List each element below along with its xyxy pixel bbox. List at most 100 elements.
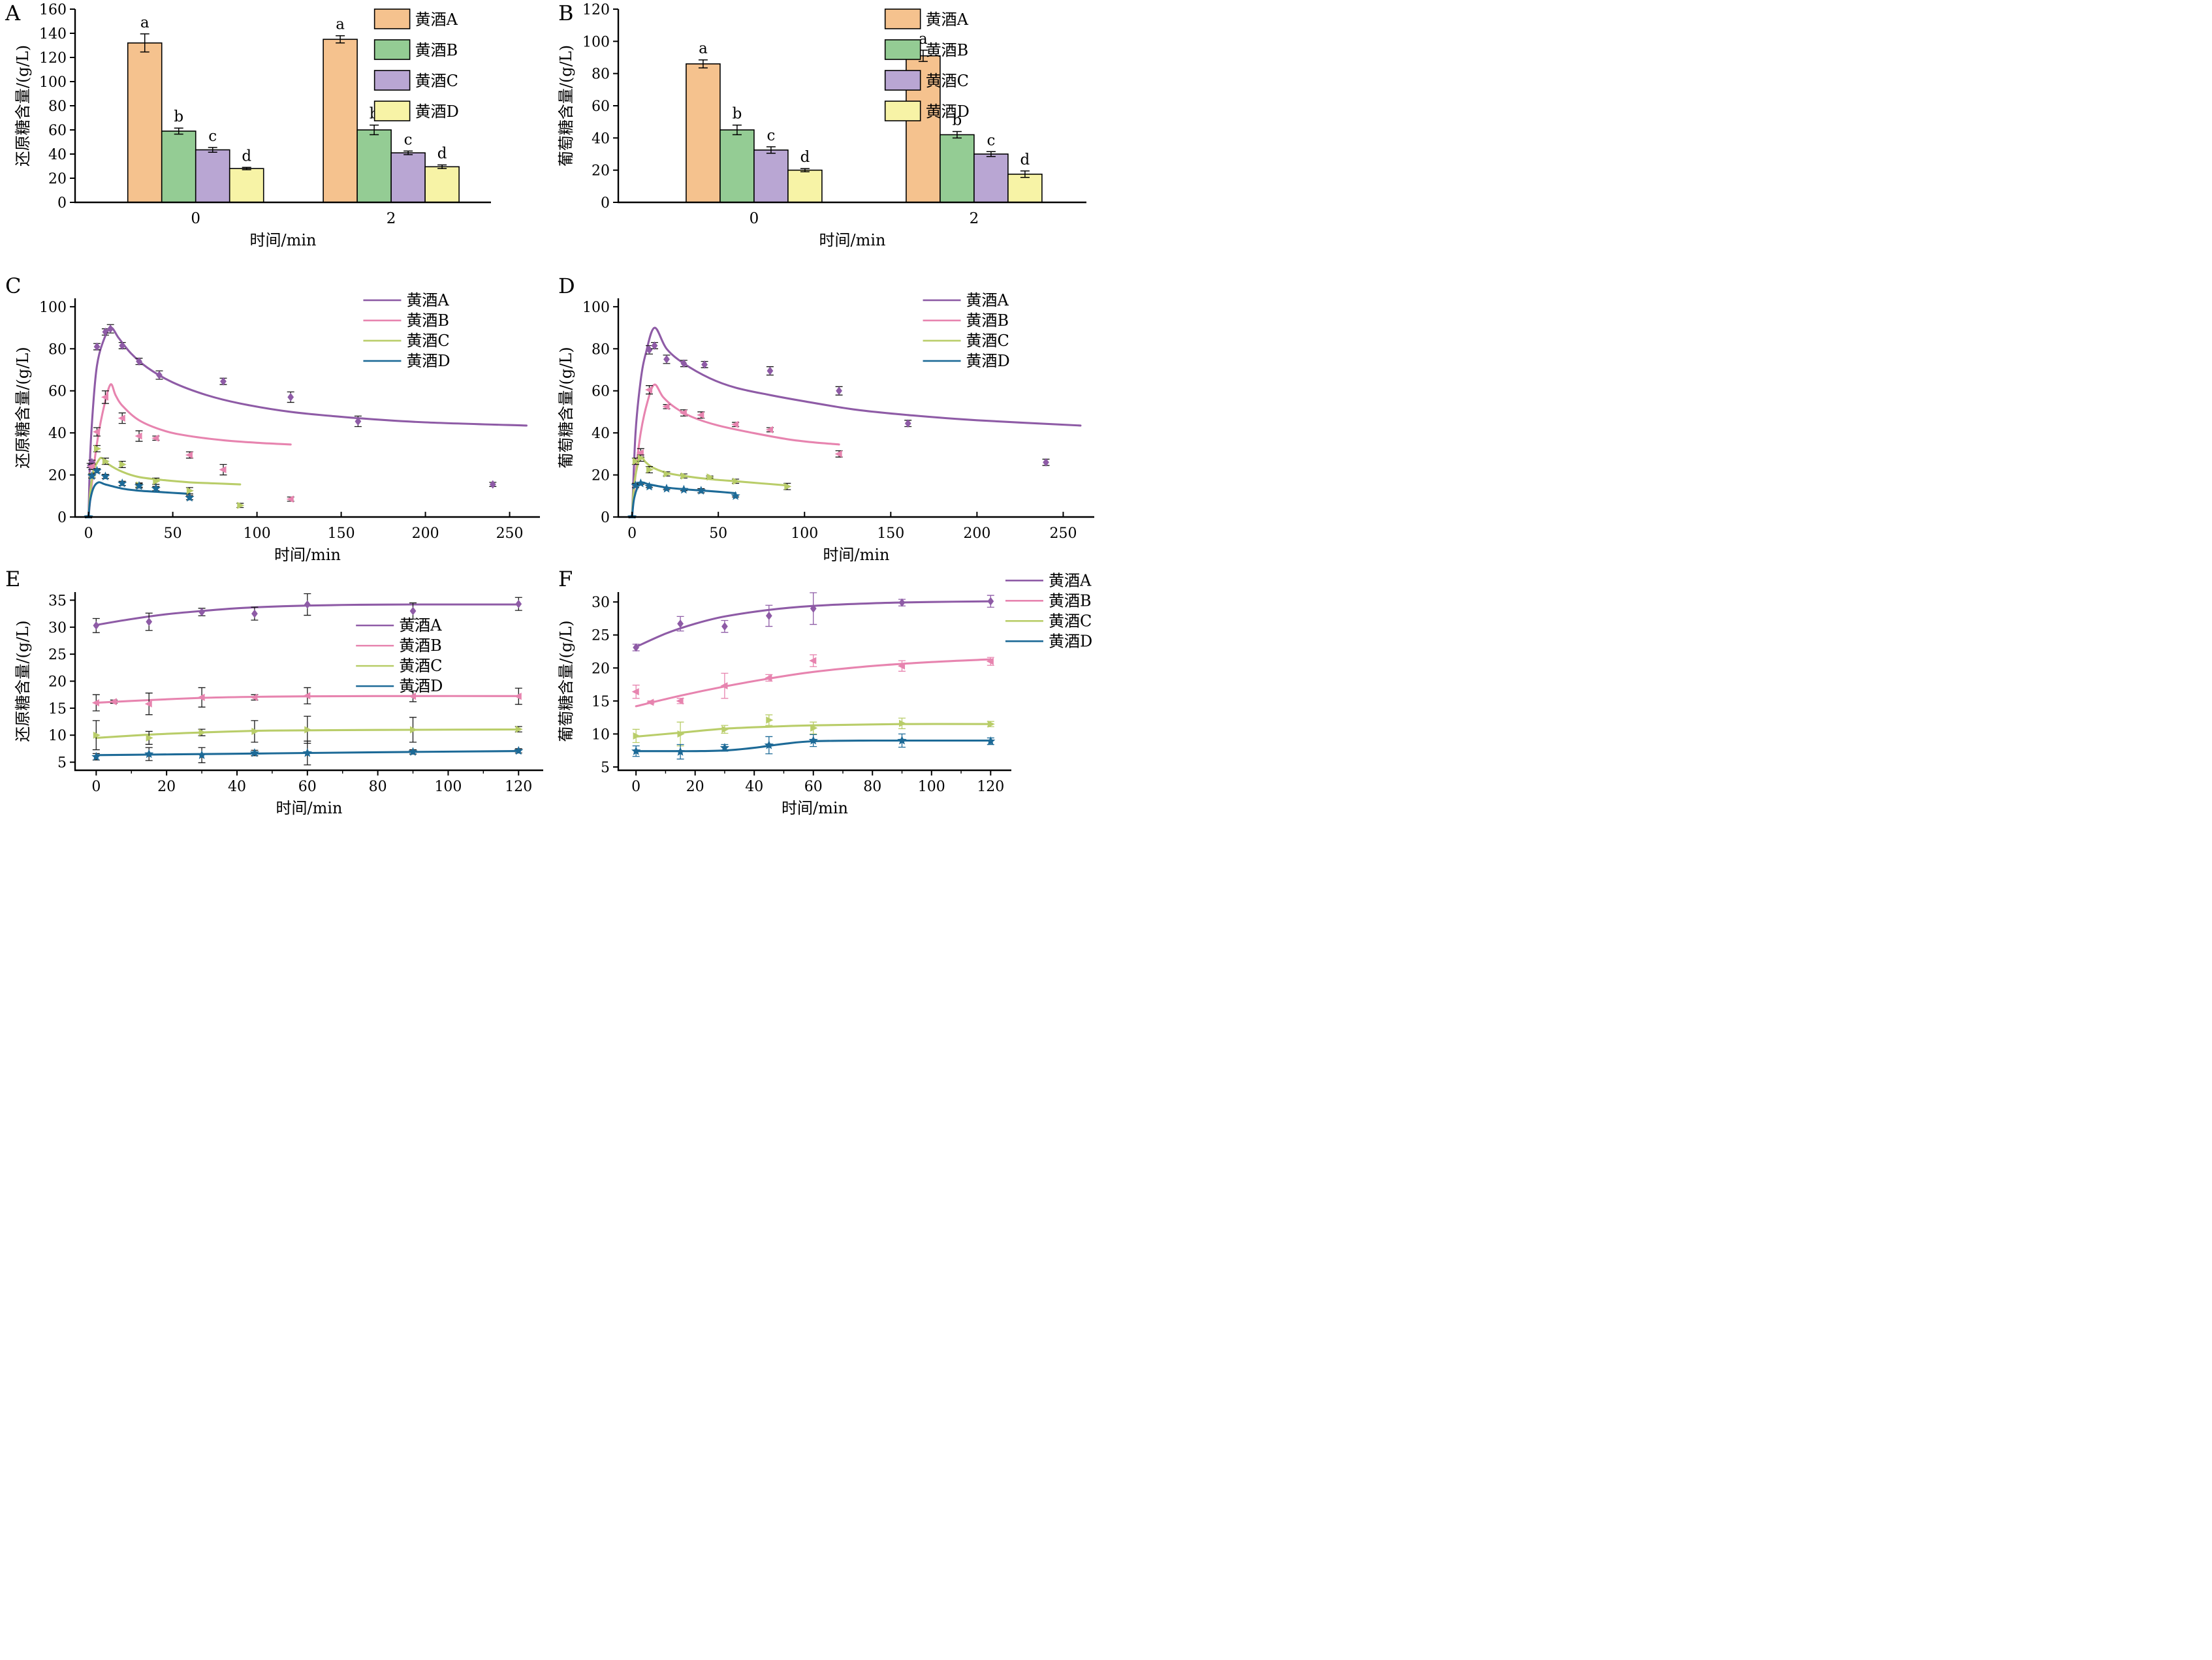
data-point-marker-tri-right [633,732,640,740]
fit-line-黄酒B [635,658,992,708]
data-point-marker-diamond [987,597,994,606]
chart-F-glucose-slow: 0 20 40 60 80 100 120 5 10 15 20 25 30 时间/min 葡萄糖含量/(g… [557,571,1092,817]
bar-黄酒A-t0 [127,42,163,203]
data-point-marker-tri-left [679,409,687,417]
data-point-marker-tri-right [810,724,818,732]
data-point-marker-tri-left [134,432,142,440]
x-axis-label: 时间/min [819,231,886,249]
x-tick-label: 250 [1049,525,1077,542]
plot-area [686,50,1043,203]
data-point-marker-diamond [810,604,817,613]
chart-E-reducing-sugar-slow: 0 20 40 60 80 100 120 5 10 15 20 25 30 35 时间/min 还原糖含量/… [14,592,543,817]
y-tick-label: 120 [39,50,67,67]
significance-letter: a [919,31,928,48]
y-tick-label: 80 [48,341,67,358]
legend-label: 黄酒C [399,657,442,675]
data-point-marker-diamond [146,618,153,626]
data-point-marker-diamond [646,345,653,354]
chart-A-reducing-sugar-bar: abcd0abcd2020406080100120140160时间/min还原糖… [14,2,491,249]
data-point-marker-tri-left [676,697,684,705]
significance-letter: a [140,14,150,31]
data-point-marker-star [144,749,154,759]
y-tick-label: 5 [601,760,610,776]
data-point-marker-star [514,745,524,755]
x-tick-label: 100 [434,779,462,795]
chart-B-glucose-bar: abcd0abcd2020406080100120时间/min葡萄糖含量/(g/… [557,2,1086,249]
y-tick-label: 0 [601,195,610,211]
data-point-marker-diamond [136,357,142,366]
x-tick-label: 0 [84,525,93,542]
data-point-marker-diamond [898,598,906,607]
panel-letter-D: D [558,274,575,298]
data-point-marker-tri-right [153,477,161,485]
fit-line-黄酒D [635,739,992,753]
data-point-marker-tri-right [632,458,640,465]
error-bar [437,164,447,169]
data-point-marker-star [151,484,161,493]
data-point-marker-tri-left [286,495,294,503]
y-tick-label: 80 [592,67,610,83]
legend-label: 黄酒D [415,102,459,121]
data-point-marker-diamond [721,622,728,631]
data-point-marker-tri-left [765,674,772,681]
x-tick-label: 0 [627,525,637,542]
panel-E: E 0 20 40 60 80 100 120 5 10 15 20 25 30 35 时间/min 还原糖含… [0,565,553,842]
data-point-marker-tri-right [93,731,101,739]
data-point-marker-tri-left [834,450,842,458]
error-bar [174,127,183,135]
x-tick-label: 200 [412,525,439,542]
error-bar [986,151,996,157]
data-point-marker-tri-left [144,700,152,708]
data-point-marker-diamond [836,386,842,396]
data-point-marker-tri-right [102,458,110,465]
plot-area [631,592,996,760]
chart-D-glucose-kinetics: 0 50 100 150 200 250 0 20 40 60 80 100 时间/min 葡萄糖含量/(… [557,291,1094,564]
fit-line-黄酒A [95,603,520,627]
legend-label: 黄酒D [966,352,1010,370]
data-point-marker-diamond [93,621,100,630]
figure-row-1: A abcd0abcd2020406080100120140160时间/min还… [0,0,1106,261]
x-tick-label: 40 [745,779,763,795]
data-point-marker-diamond [515,599,522,608]
legend-label: 黄酒B [406,311,449,330]
y-tick-label: 20 [48,674,67,691]
legend-swatch-黄酒D [373,101,411,121]
bar-黄酒B-t2 [356,129,392,203]
data-point-marker-tri-left [303,692,311,700]
significance-letter: c [987,132,995,149]
data-point-marker-tri-right [766,716,774,724]
plot-area [127,33,460,203]
data-point-marker-diamond [904,419,911,428]
data-point-marker-tri-left [93,428,101,436]
fit-line-黄酒D [631,481,737,518]
significance-letter: a [699,40,708,57]
data-point-marker-diamond [287,392,294,401]
axis-frame [617,298,1094,518]
x-tick-label: 80 [369,779,387,795]
y-tick-label: 100 [39,300,67,316]
data-point-marker-tri-right [706,473,714,481]
data-point-marker-tri-right [93,445,102,452]
bar-黄酒C-t2 [390,152,426,203]
legend-label: 黄酒D [406,352,450,370]
data-point-marker-diamond [198,608,205,617]
significance-letter: b [733,106,742,123]
data-point-marker-tri-left [731,420,739,428]
panel-F: F 0 20 40 60 80 100 120 5 10 15 20 25 30 时间/min 葡萄糖含量/… [553,565,1106,842]
significance-letter: c [404,131,413,148]
axis-frame [74,592,543,772]
data-point-marker-star [636,478,646,488]
bar-黄酒B-t2 [940,134,975,203]
data-point-marker-star [408,747,418,756]
y-axis-label: 还原糖含量/(g/L) [14,620,32,742]
data-point-marker-tri-left [109,698,117,706]
data-point-marker-star [91,751,101,761]
data-point-marker-tri-right [251,727,259,735]
legend-label: 黄酒B [415,41,458,59]
data-point-marker-star [675,747,686,756]
data-point-marker-tri-right [987,720,995,728]
y-tick-label: 5 [57,755,67,772]
x-axis-label: 时间/min [276,799,343,817]
data-point-marker-diamond [651,341,658,350]
y-tick-label: 40 [592,131,610,147]
